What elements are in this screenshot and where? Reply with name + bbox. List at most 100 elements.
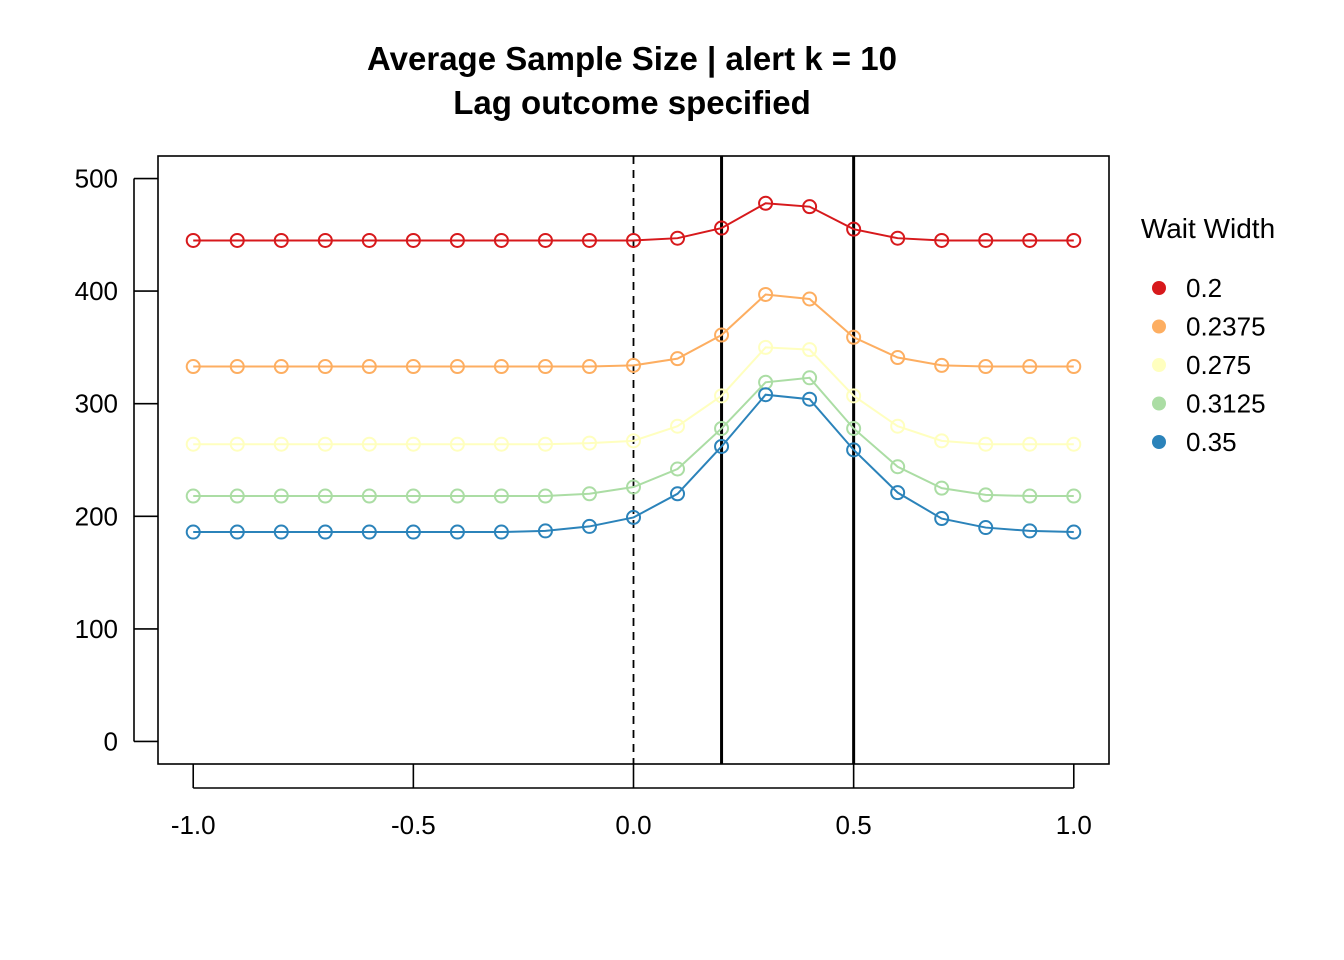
data-point-s0-13 <box>758 195 774 211</box>
data-point-s3-19 <box>1022 488 1038 504</box>
data-point-s0-16 <box>890 230 906 246</box>
data-point-s0-10 <box>626 232 641 248</box>
data-point-s3-17 <box>934 480 950 496</box>
legend-label-1: 0.2375 <box>1186 312 1266 342</box>
data-point-s3-10 <box>626 479 641 495</box>
data-point-s1-0 <box>185 359 201 375</box>
data-point-s3-3 <box>317 488 333 504</box>
data-point-s0-19 <box>1022 232 1038 248</box>
data-point-s0-17 <box>934 232 950 248</box>
plot-area <box>157 155 1110 765</box>
data-point-s4-15 <box>846 442 862 458</box>
data-point-s4-17 <box>934 511 950 527</box>
data-point-s4-6 <box>449 524 465 540</box>
data-point-s4-9 <box>581 518 597 534</box>
x-tick-label-1: -0.5 <box>391 810 436 840</box>
data-point-s2-14 <box>802 342 818 358</box>
series-line-0 <box>193 202 1074 242</box>
series-line-3 <box>193 376 1074 498</box>
legend-label-4: 0.35 <box>1186 427 1237 457</box>
legend-marker-1 <box>1152 319 1166 334</box>
data-point-s4-0 <box>185 524 201 540</box>
x-tick-label-3: 0.5 <box>836 810 872 840</box>
data-point-s4-12 <box>714 438 730 454</box>
data-point-s3-15 <box>846 420 862 436</box>
data-point-s0-12 <box>714 220 730 236</box>
legend-marker-2 <box>1152 358 1166 372</box>
y-tick-label-0: 0 <box>104 726 118 756</box>
y-tick-label-1: 100 <box>75 614 118 644</box>
legend-label-3: 0.3125 <box>1186 389 1266 419</box>
chart-title: Average Sample Size | alert k = 10 <box>367 40 897 77</box>
data-point-s2-10 <box>626 433 641 449</box>
data-point-s1-4 <box>361 359 377 375</box>
data-point-s0-9 <box>581 232 597 248</box>
data-point-s1-9 <box>581 359 597 375</box>
data-point-s2-7 <box>493 436 509 452</box>
data-point-s3-0 <box>185 488 201 504</box>
data-point-s2-1 <box>229 436 245 452</box>
data-point-s3-14 <box>802 370 818 386</box>
data-point-s2-9 <box>581 435 597 451</box>
data-point-s4-7 <box>493 524 509 540</box>
data-point-s1-6 <box>449 359 465 375</box>
data-point-s3-4 <box>361 488 377 504</box>
data-point-s3-7 <box>493 488 509 504</box>
legend: Wait Width 0.2 0.2375 0.275 0.3125 0.35 <box>1141 213 1275 457</box>
data-point-s0-14 <box>802 199 818 215</box>
data-point-s0-8 <box>537 232 553 248</box>
series-line-1 <box>193 293 1074 368</box>
data-point-s0-0 <box>185 232 201 248</box>
data-point-s2-4 <box>361 436 377 452</box>
data-point-s4-1 <box>229 524 245 540</box>
series-line-4 <box>193 393 1074 534</box>
y-tick-label-5: 500 <box>75 164 118 194</box>
data-point-s4-8 <box>537 523 553 539</box>
data-point-s3-18 <box>978 487 994 503</box>
data-point-s2-11 <box>670 418 686 434</box>
data-point-s2-16 <box>890 418 906 434</box>
data-point-s2-5 <box>405 436 421 452</box>
data-point-s2-6 <box>449 436 465 452</box>
data-point-s1-17 <box>934 357 950 373</box>
data-point-s1-8 <box>537 359 553 375</box>
data-point-s3-6 <box>449 488 465 504</box>
y-tick-label-3: 300 <box>75 389 118 419</box>
data-point-s3-11 <box>670 461 686 477</box>
data-point-s1-15 <box>846 329 862 345</box>
data-point-s0-2 <box>273 232 289 248</box>
data-point-s2-8 <box>537 436 553 452</box>
data-point-s2-2 <box>273 436 289 452</box>
data-point-s3-20 <box>1066 488 1082 504</box>
data-point-s0-7 <box>493 232 509 248</box>
data-point-s3-9 <box>581 486 597 502</box>
data-point-s1-18 <box>978 359 994 375</box>
series-line-2 <box>193 346 1074 446</box>
data-point-s0-1 <box>229 232 245 248</box>
data-point-s2-13 <box>758 339 774 355</box>
data-point-s2-12 <box>714 388 730 404</box>
data-point-s2-20 <box>1066 436 1082 452</box>
legend-marker-0 <box>1152 281 1166 295</box>
y-tick-label-4: 400 <box>75 276 118 306</box>
data-point-s0-5 <box>405 232 421 248</box>
data-point-s1-14 <box>802 291 818 307</box>
data-point-s0-20 <box>1066 232 1082 248</box>
data-point-s3-1 <box>229 488 245 504</box>
data-point-s3-8 <box>537 488 553 504</box>
data-point-s1-19 <box>1022 359 1038 375</box>
data-point-s4-3 <box>317 524 333 540</box>
data-point-s1-3 <box>317 359 333 375</box>
data-point-s4-4 <box>361 524 377 540</box>
chart-subtitle: Lag outcome specified <box>453 84 811 121</box>
data-point-s3-5 <box>405 488 421 504</box>
data-point-s1-20 <box>1066 359 1082 375</box>
data-point-s1-13 <box>758 286 774 302</box>
data-point-s4-19 <box>1022 523 1038 539</box>
data-point-s4-20 <box>1066 524 1082 540</box>
data-point-s0-18 <box>978 232 994 248</box>
legend-label-2: 0.275 <box>1186 350 1251 380</box>
data-point-s0-3 <box>317 232 333 248</box>
data-point-s3-2 <box>273 488 289 504</box>
